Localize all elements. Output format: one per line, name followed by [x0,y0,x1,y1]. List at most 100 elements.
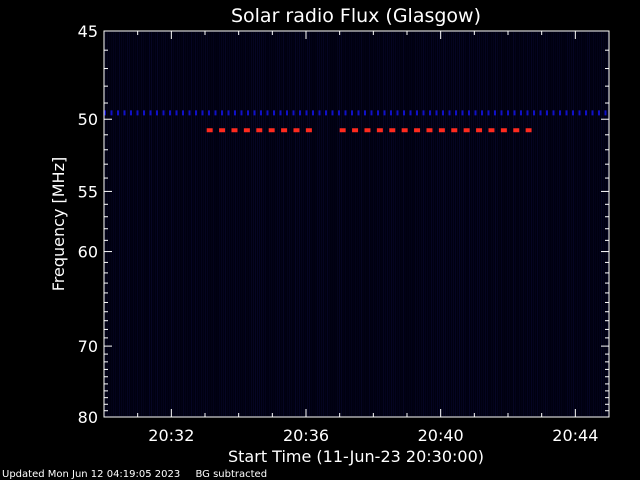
noise-streak [457,32,458,416]
noise-streak [517,32,518,416]
noise-streak [361,32,362,416]
noise-streak [395,32,396,416]
noise-streak [525,32,526,416]
noise-streak [171,32,172,416]
noise-streak [131,32,132,416]
noise-streak [357,32,358,416]
noise-streak [365,32,366,416]
noise-streak [429,32,430,416]
noise-streak [313,32,314,416]
noise-streak [545,32,546,416]
noise-streak [273,32,274,416]
noise-streak [485,32,486,416]
noise-streak [193,32,194,416]
noise-streak [143,32,144,416]
background-note: BG subtracted [195,469,268,480]
noise-streak [459,32,460,416]
noise-streak [373,32,374,416]
noise-streak [259,32,260,416]
noise-streak [425,32,426,416]
noise-streak [125,32,126,416]
y-axis-label: Frequency [MHz] [49,157,68,291]
noise-streak [281,32,282,416]
noise-streak [553,32,554,416]
noise-streak [591,32,592,416]
noise-streak [539,32,540,416]
noise-streak [469,32,470,416]
noise-streak [285,32,286,416]
noise-streak [343,32,344,416]
noise-streak [409,32,410,416]
noise-streak [253,32,254,416]
noise-streak [487,32,488,416]
axis-ticks: 45 50 55 60 70 80 20:32 20:36 20:40 20:44 [78,22,609,445]
noise-streak [453,32,454,416]
x-tick-label: 20:32 [148,426,194,445]
noise-streak [569,32,570,416]
noise-streak [227,32,228,416]
noise-streak [319,32,320,416]
y-tick-label: 50 [78,110,98,129]
x-axis-label: Start Time (11-Jun-23 20:30:00) [228,447,484,466]
noise-streak [151,32,152,416]
plot-area [104,31,609,417]
noise-streak [347,32,348,416]
noise-streak [271,32,272,416]
noise-streak [269,32,270,416]
noise-streak [337,32,338,416]
y-tick-label: 45 [78,22,98,41]
noise-streak [601,32,602,416]
noise-streak [577,32,578,416]
noise-streak [325,32,326,416]
x-tick-label: 20:36 [283,426,329,445]
noise-streak [595,32,596,416]
noise-streak [475,32,476,416]
noise-streak [243,32,244,416]
noise-streak [231,32,232,416]
noise-streak [169,32,170,416]
noise-streak [593,32,594,416]
noise-streak [353,32,354,416]
noise-streak [177,32,178,416]
noise-streak [307,32,308,416]
noise-streak [141,32,142,416]
noise-streak [605,32,606,416]
noise-streak [435,32,436,416]
noise-streak [393,32,394,416]
noise-streak [359,32,360,416]
noise-streak [513,32,514,416]
noise-streak [451,32,452,416]
noise-streak [291,32,292,416]
noise-streak [123,32,124,416]
noise-streak [477,32,478,416]
noise-streak [287,32,288,416]
noise-streak [563,32,564,416]
noise-streak [575,32,576,416]
noise-streak [351,32,352,416]
noise-streak [139,32,140,416]
noise-streak [153,32,154,416]
noise-streak [533,32,534,416]
noise-streak [149,32,150,416]
noise-streak [309,32,310,416]
noise-streak [345,32,346,416]
noise-streak [603,32,604,416]
noise-streak [447,32,448,416]
noise-texture [105,32,608,416]
noise-streak [407,32,408,416]
noise-streak [185,32,186,416]
noise-streak [551,32,552,416]
noise-streak [537,32,538,416]
noise-streak [527,32,528,416]
noise-streak [223,32,224,416]
noise-streak [161,32,162,416]
noise-streak [473,32,474,416]
noise-streak [183,32,184,416]
noise-streak [419,32,420,416]
noise-streak [369,32,370,416]
noise-streak [137,32,138,416]
chart-title: Solar radio Flux (Glasgow) [231,5,481,27]
noise-streak [163,32,164,416]
noise-streak [311,32,312,416]
noise-streak [201,32,202,416]
